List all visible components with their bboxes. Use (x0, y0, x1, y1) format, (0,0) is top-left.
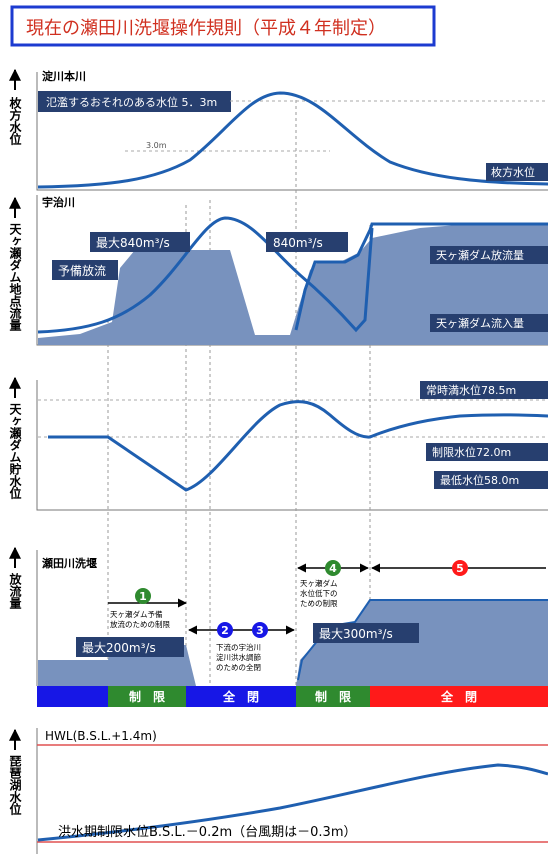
phase5-badge (452, 560, 468, 576)
panel1-warning-box (38, 91, 231, 112)
panel1-ylabel-text: 枚方水位 (8, 96, 22, 146)
band-seg-2 (108, 686, 186, 707)
panel2-pre-text: 予備放流 (58, 263, 106, 278)
panel2-max2-text: 840m³/s (273, 236, 323, 250)
panel2-max1-text: 最大840m³/s (96, 236, 170, 250)
hirakata-curve (37, 91, 548, 189)
panel2-inflow-box (430, 314, 548, 332)
panel3-normal-text: 常時満水位78.5m (426, 383, 516, 397)
panel2-max2-box (266, 232, 348, 252)
panel3-limit-box (426, 443, 548, 461)
page-title: 現在の瀬田川洗堰操作規則（平成４年制定） (26, 18, 386, 39)
phase5-number: 5 (456, 562, 464, 575)
phase2-badge (217, 622, 233, 638)
panel1-warning-text: 氾濫するおそれのある水位 5．3m (46, 95, 217, 109)
panel4-tag: 瀬田川洗堰 (42, 556, 97, 570)
phase3-badge (252, 622, 268, 638)
panel3-frame (36, 380, 548, 511)
phase1-line2: 放流のための制限 (110, 619, 170, 629)
phase4-badge (325, 560, 341, 576)
panel2-pre-box (52, 260, 118, 280)
band-seg-1 (37, 686, 108, 707)
panel5-ylabel: 琵琶湖水位 (8, 728, 22, 816)
panel1-curve-label: 枚方水位 (491, 165, 535, 179)
panel2-max1-box (90, 232, 190, 252)
panel1-ylabel: 枚方水位 (8, 68, 22, 146)
phase23-line1: 下流の宇治川 (216, 642, 261, 652)
panel1-curve-label-box (486, 163, 548, 181)
panel1-3m-label: 3.0m (146, 141, 167, 150)
phase2-number: 2 (221, 624, 229, 637)
panel4-max200-box (76, 637, 184, 657)
panel2-inflow-text: 天ヶ瀬ダム流入量 (436, 316, 524, 330)
release-area (38, 224, 548, 345)
phase3-number: 3 (256, 624, 264, 637)
panel1-frame (36, 72, 548, 191)
panel4-ylabel: 放流量 (8, 546, 22, 609)
panel2-ylabel: 天ヶ瀬ダム地点流量 (8, 196, 22, 331)
panel4-max300-text: 最大300m³/s (319, 627, 393, 641)
panel4-max200-text: 最大200m³/s (82, 641, 156, 655)
lake-level-curve (37, 763, 548, 842)
panel4-ylabel-text: 放流量 (8, 572, 22, 609)
panel2-release-box (430, 246, 548, 264)
panel3-ylabel: 天ヶ瀬ダム貯水位 (8, 376, 22, 500)
phase23-line3: のための全閉 (216, 662, 261, 672)
panel3-ylabel-text: 天ヶ瀬ダム貯水位 (8, 403, 22, 500)
reservoir-curve (48, 400, 548, 492)
band-seg-5 (370, 686, 548, 707)
release-line (294, 222, 548, 331)
panel3-limit-text: 制限水位72.0m (432, 445, 511, 459)
panel2-release-text: 天ヶ瀬ダム放流量 (436, 248, 524, 262)
flood-limit-label: 洪水期制限水位B.S.L.－0.2m（台風期は－0.3m） (58, 825, 357, 840)
band-seg-4 (296, 686, 370, 707)
inflow-curve (37, 216, 374, 334)
phase1-badge (135, 588, 151, 604)
outflow-area-2 (296, 600, 548, 686)
panel3-min-box (434, 471, 548, 489)
panel2-ylabel-text: 天ヶ瀬ダム地点流量 (8, 223, 22, 331)
phase23-line2: 淀川洪水調節 (216, 652, 261, 662)
phase4-line2: 水位低下の (300, 588, 338, 598)
band-label-4: 全 閉 (440, 689, 477, 704)
phase1-number: 1 (139, 590, 147, 603)
band-label-1: 制 限 (129, 689, 165, 704)
panel3-min-text: 最低水位58.0m (440, 473, 519, 487)
panel5-ylabel-text: 琵琶湖水位 (8, 755, 22, 816)
phase4-line3: ための制限 (300, 598, 338, 608)
panel3-normal-box (420, 381, 548, 399)
panel1-tag: 淀川本川 (42, 69, 86, 83)
phase1-line1: 天ヶ瀬ダム予備 (110, 609, 163, 619)
phase4-number: 4 (329, 562, 337, 575)
phase4-line1: 天ヶ瀬ダム (300, 578, 338, 588)
panel4-max300-box (313, 623, 419, 643)
band-label-3: 制 限 (315, 689, 351, 704)
band-seg-3 (186, 686, 296, 707)
hwl-label: HWL(B.S.L.+1.4m) (45, 729, 157, 743)
panel2-tag: 宇治川 (42, 195, 75, 209)
title-box (10, 5, 436, 47)
band-label-2: 全 閉 (222, 689, 259, 704)
